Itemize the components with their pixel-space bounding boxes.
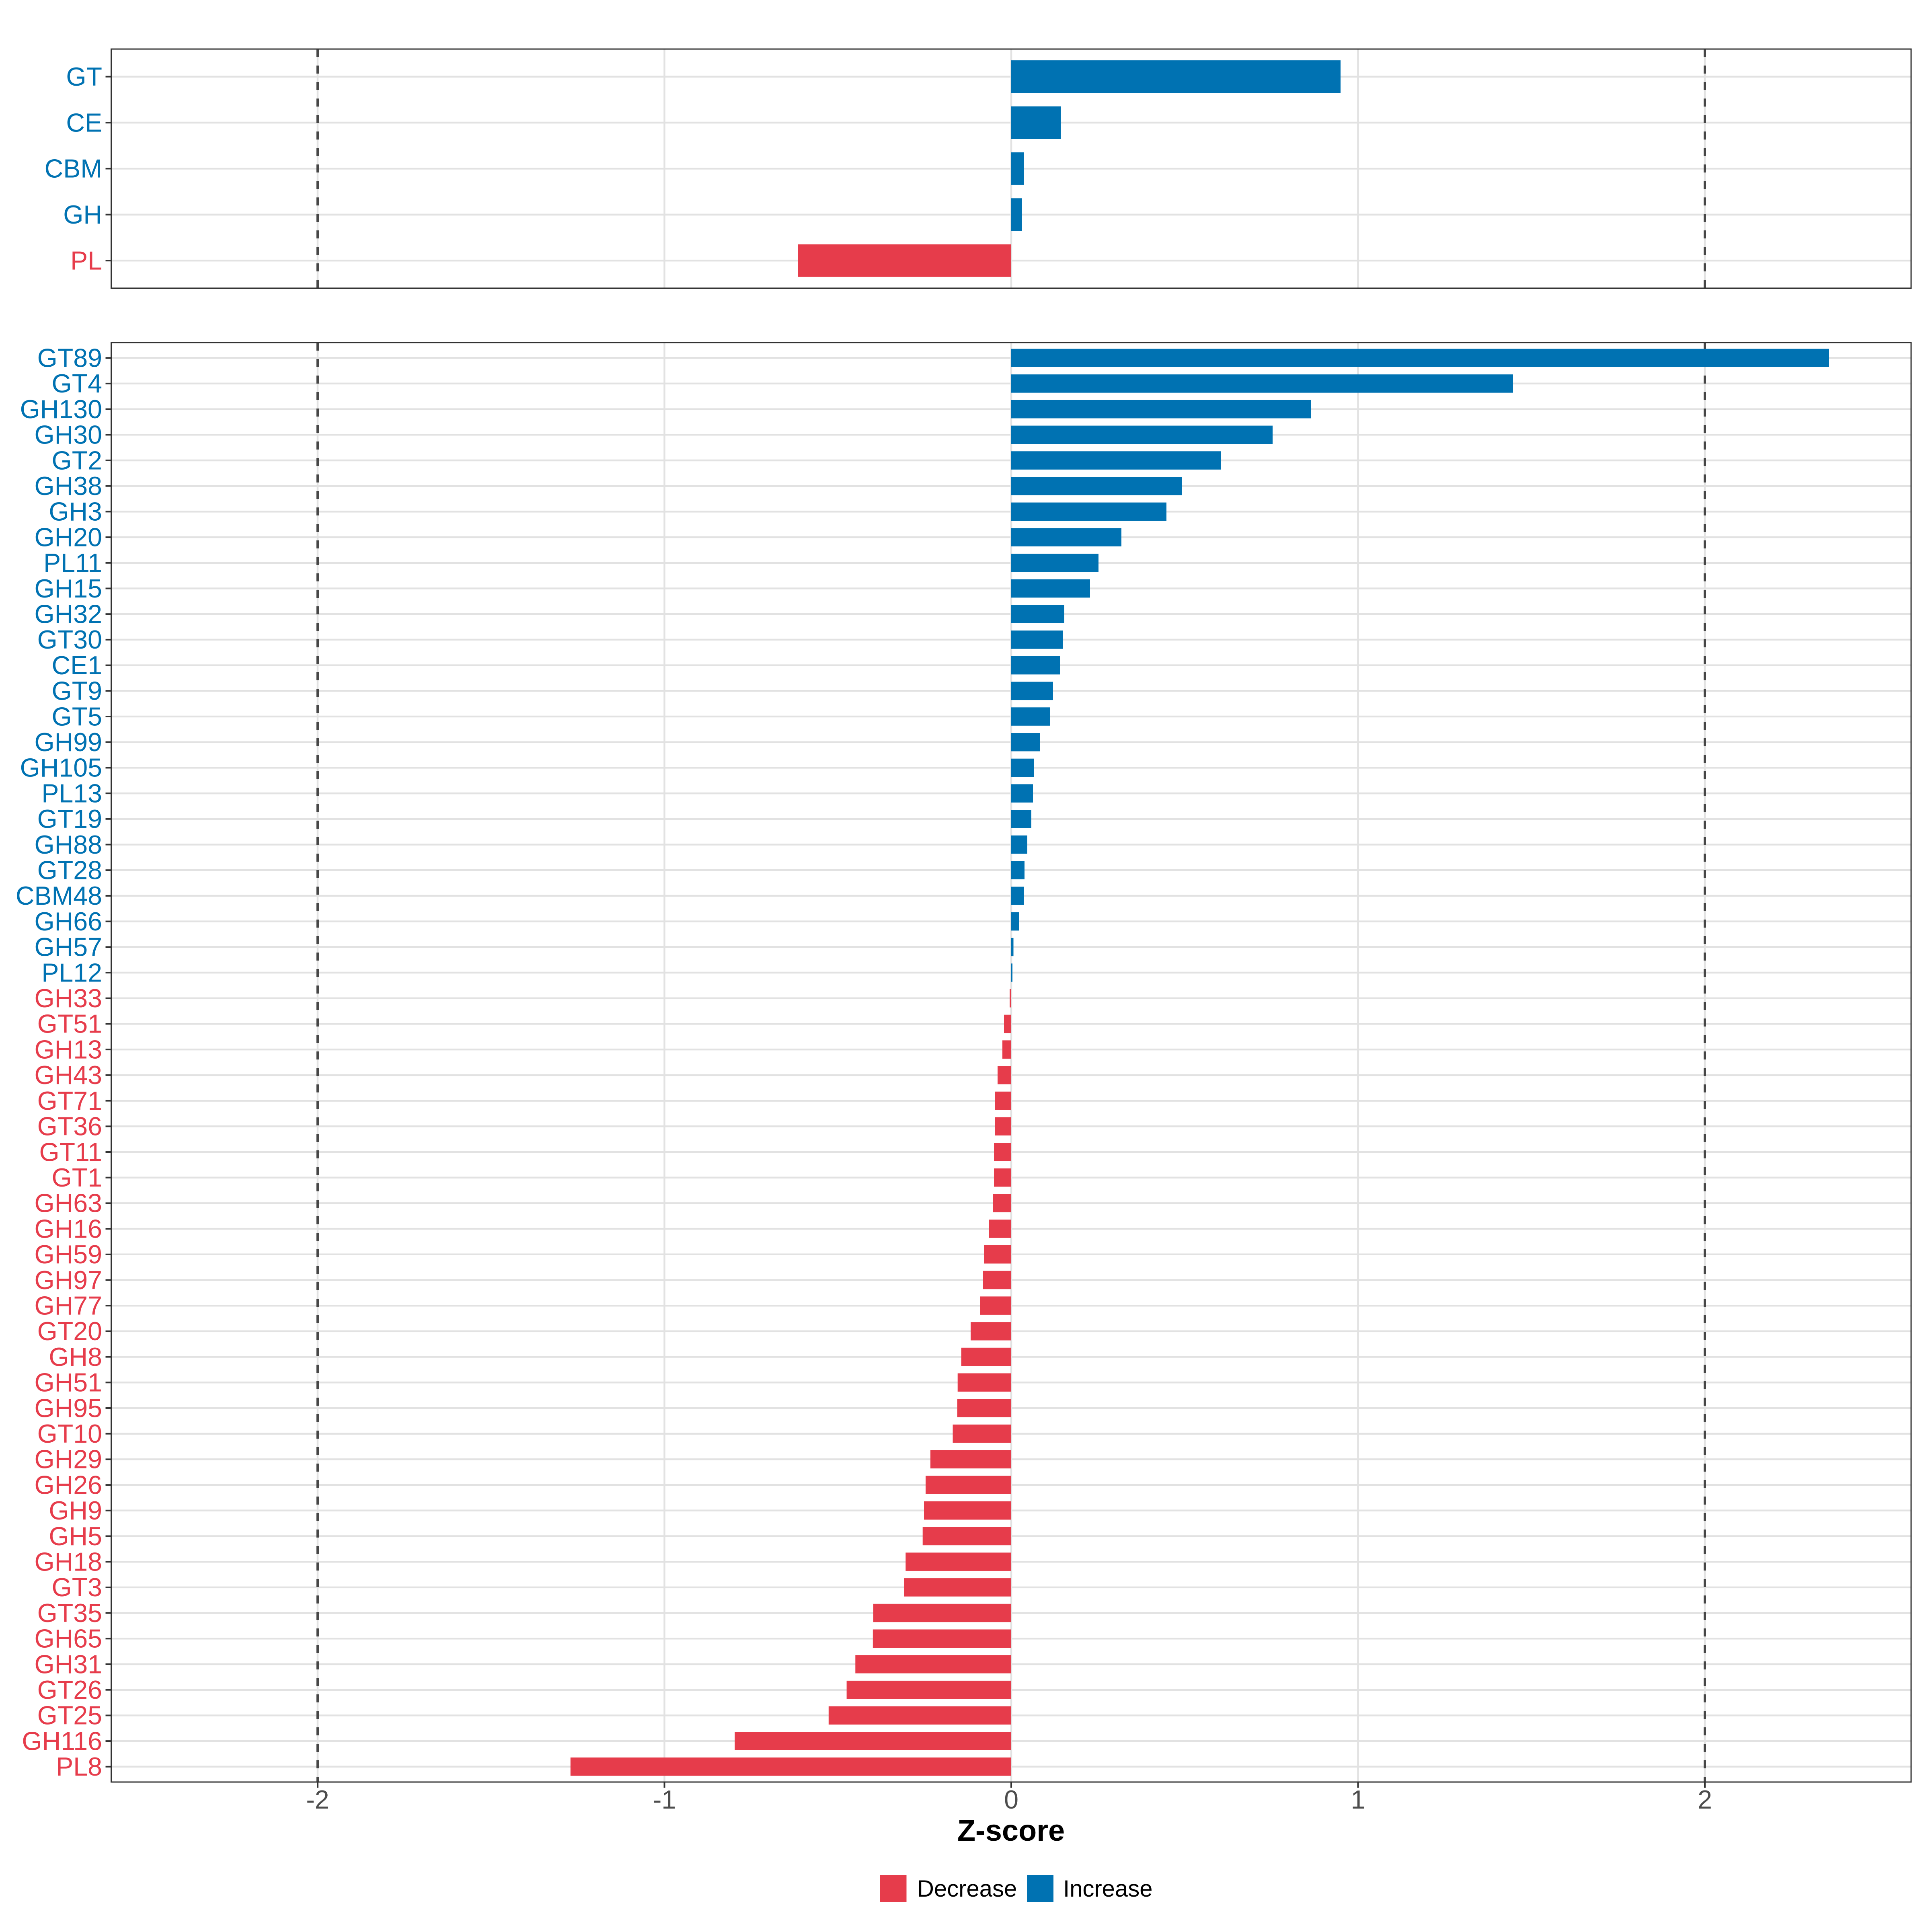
svg-text:2: 2 [1698,1785,1712,1814]
svg-text:GH95: GH95 [35,1394,103,1423]
svg-text:GT28: GT28 [37,856,102,885]
svg-text:GT71: GT71 [37,1086,102,1115]
svg-text:GH: GH [63,200,102,229]
svg-text:GT26: GT26 [37,1675,102,1704]
svg-text:GT10: GT10 [37,1419,102,1448]
svg-text:Z-score: Z-score [957,1814,1065,1847]
svg-text:GH18: GH18 [35,1548,103,1577]
svg-text:GT19: GT19 [37,805,102,834]
svg-text:GH38: GH38 [35,472,103,501]
svg-text:CE: CE [66,108,102,137]
svg-text:GT: GT [66,62,102,91]
svg-text:GH51: GH51 [35,1368,103,1397]
svg-text:GT35: GT35 [37,1599,102,1628]
svg-text:GT1: GT1 [52,1163,102,1192]
svg-text:GH20: GH20 [35,523,103,552]
svg-text:Increase: Increase [1063,1876,1152,1902]
svg-text:GT9: GT9 [52,677,102,706]
svg-text:GH9: GH9 [49,1496,102,1525]
svg-text:GH63: GH63 [35,1189,103,1218]
svg-text:PL13: PL13 [41,779,102,808]
svg-text:GH26: GH26 [35,1470,103,1499]
svg-text:0: 0 [1004,1785,1018,1814]
svg-text:GH29: GH29 [35,1445,103,1474]
svg-text:GT11: GT11 [39,1137,102,1166]
svg-text:1: 1 [1351,1785,1365,1814]
svg-text:-2: -2 [306,1785,329,1814]
svg-text:GH77: GH77 [35,1291,103,1320]
svg-text:GH88: GH88 [35,830,103,859]
svg-text:GH13: GH13 [35,1035,103,1064]
svg-text:GH65: GH65 [35,1624,103,1653]
svg-text:GT20: GT20 [37,1317,102,1346]
svg-text:GH66: GH66 [35,907,103,936]
svg-text:Decrease: Decrease [917,1876,1017,1902]
svg-text:PL12: PL12 [41,958,102,987]
svg-text:GT3: GT3 [52,1573,102,1602]
svg-text:GT4: GT4 [52,369,102,398]
svg-text:GH59: GH59 [35,1240,103,1269]
svg-text:GH31: GH31 [35,1650,103,1679]
svg-text:GT36: GT36 [37,1112,102,1141]
svg-text:CBM: CBM [45,154,102,183]
svg-text:-1: -1 [653,1785,676,1814]
svg-text:GH116: GH116 [22,1727,102,1755]
svg-text:GH130: GH130 [20,395,102,424]
svg-text:GT2: GT2 [52,446,102,475]
svg-text:GH33: GH33 [35,984,103,1013]
svg-text:PL: PL [70,246,102,275]
svg-text:PL8: PL8 [56,1752,102,1781]
svg-text:GH15: GH15 [35,574,103,603]
svg-text:GT5: GT5 [52,702,102,731]
svg-text:GH43: GH43 [35,1061,103,1090]
svg-text:GT51: GT51 [37,1010,102,1039]
svg-text:GT30: GT30 [37,625,102,654]
svg-text:GH97: GH97 [35,1266,103,1295]
svg-text:GT25: GT25 [37,1701,102,1730]
svg-text:GH99: GH99 [35,728,103,757]
svg-text:GH16: GH16 [35,1214,103,1243]
svg-text:GH8: GH8 [49,1343,102,1371]
svg-text:CBM48: CBM48 [16,881,102,910]
svg-text:CE1: CE1 [52,651,102,680]
svg-text:GH57: GH57 [35,933,103,962]
svg-text:GH30: GH30 [35,421,103,450]
svg-text:PL11: PL11 [43,548,102,577]
svg-text:GH3: GH3 [49,497,102,526]
svg-text:GH105: GH105 [20,754,102,782]
svg-text:GT89: GT89 [37,344,102,373]
svg-text:GH32: GH32 [35,600,103,629]
svg-text:GH5: GH5 [49,1522,102,1551]
